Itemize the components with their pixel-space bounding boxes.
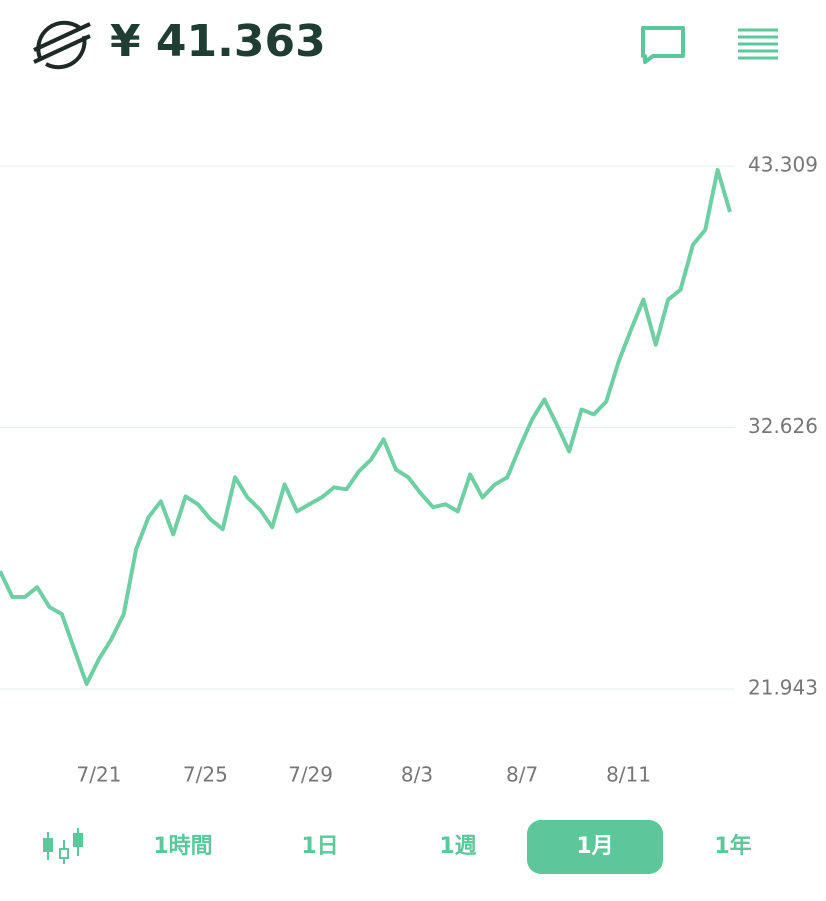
x-tick-label: 8/11 xyxy=(606,763,651,787)
price: ¥ 41.363 xyxy=(110,16,326,67)
range-button[interactable]: 1週 xyxy=(439,834,476,859)
candle-icon-body xyxy=(59,848,69,859)
logo xyxy=(33,20,91,70)
y-tick-label: 21.943 xyxy=(748,676,818,700)
y-tick-label: 43.309 xyxy=(748,153,818,177)
candle-button[interactable] xyxy=(43,828,83,864)
range-button[interactable]: 1月 xyxy=(576,834,613,859)
logo-stroke xyxy=(33,22,91,52)
menu-button[interactable] xyxy=(738,28,778,60)
x-tick-label: 7/21 xyxy=(77,763,122,787)
x-tick-label: 8/7 xyxy=(506,763,538,787)
range-button[interactable]: 1時間 xyxy=(153,834,212,859)
x-tick-label: 7/25 xyxy=(183,763,228,787)
range-button[interactable]: 1年 xyxy=(714,833,751,859)
chat-button[interactable] xyxy=(641,26,685,64)
y-tick-label: 32.626 xyxy=(748,414,818,438)
logo-arc xyxy=(45,35,87,70)
logo-stroke xyxy=(33,34,91,64)
range-button[interactable]: 1日 xyxy=(301,834,338,859)
x-tick-label: 7/29 xyxy=(288,763,333,787)
price-line xyxy=(0,167,732,686)
x-tick-label: 8/3 xyxy=(401,763,433,787)
range-selected-bg xyxy=(527,820,663,874)
candle-icon-body xyxy=(43,838,53,852)
candle-icon-body xyxy=(73,833,83,847)
